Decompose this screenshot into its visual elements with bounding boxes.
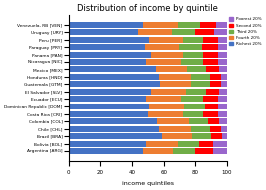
Bar	[198, 141, 213, 146]
Bar	[69, 44, 145, 50]
Bar	[203, 59, 218, 65]
Bar	[146, 96, 181, 102]
Bar	[69, 111, 148, 117]
Bar	[151, 89, 186, 95]
Bar	[69, 104, 149, 109]
Bar	[188, 66, 206, 72]
Bar	[218, 104, 227, 109]
Bar	[216, 22, 227, 28]
Bar	[148, 111, 183, 117]
Bar	[69, 74, 159, 80]
Bar	[156, 66, 188, 72]
Bar	[69, 118, 157, 124]
Bar	[162, 133, 192, 139]
Bar	[203, 111, 218, 117]
Bar	[221, 126, 227, 132]
Bar	[69, 89, 151, 95]
Bar	[149, 104, 184, 109]
Bar	[157, 118, 189, 124]
Bar	[172, 29, 195, 35]
Bar	[183, 37, 203, 43]
Bar	[159, 74, 190, 80]
Bar	[206, 89, 219, 95]
Bar	[184, 104, 205, 109]
Bar	[178, 141, 198, 146]
Bar	[213, 141, 227, 146]
Bar	[221, 81, 227, 87]
Bar	[146, 59, 181, 65]
Bar	[213, 148, 227, 154]
Bar	[203, 96, 218, 102]
Bar	[181, 59, 203, 65]
Bar	[190, 126, 210, 132]
Bar	[218, 37, 227, 43]
Bar	[183, 111, 203, 117]
Bar	[143, 22, 178, 28]
Bar	[145, 44, 180, 50]
Bar	[190, 81, 210, 87]
Bar	[69, 52, 151, 58]
Bar	[146, 141, 178, 146]
Bar	[206, 66, 219, 72]
Bar	[210, 126, 221, 132]
Bar	[69, 66, 156, 72]
Bar	[173, 148, 195, 154]
Bar	[69, 133, 162, 139]
Bar	[183, 52, 203, 58]
Bar	[219, 66, 227, 72]
Bar	[186, 89, 206, 95]
Legend: Poorest 20%, Second 20%, Third 20%, Fourth 20%, Richest 20%: Poorest 20%, Second 20%, Third 20%, Four…	[229, 17, 262, 46]
Bar	[195, 29, 214, 35]
Bar	[159, 126, 190, 132]
Bar	[218, 96, 227, 102]
Bar	[208, 118, 219, 124]
Bar	[219, 118, 227, 124]
Bar	[219, 89, 227, 95]
Bar	[69, 37, 149, 43]
Bar	[211, 133, 222, 139]
Bar	[149, 37, 183, 43]
Bar	[181, 96, 203, 102]
Title: Distribution of income by quintile: Distribution of income by quintile	[77, 4, 218, 13]
Bar	[214, 29, 227, 35]
Bar	[180, 44, 202, 50]
Bar	[151, 52, 183, 58]
X-axis label: income quintiles: income quintiles	[122, 181, 174, 186]
Bar	[190, 74, 210, 80]
Bar	[210, 81, 221, 87]
Bar	[160, 81, 190, 87]
Bar	[222, 133, 227, 139]
Bar	[69, 96, 146, 102]
Bar	[138, 29, 172, 35]
Bar	[218, 59, 227, 65]
Bar	[69, 126, 159, 132]
Bar	[203, 37, 218, 43]
Bar	[221, 74, 227, 80]
Bar	[210, 74, 221, 80]
Bar	[200, 22, 216, 28]
Bar	[218, 52, 227, 58]
Bar	[205, 104, 218, 109]
Bar	[69, 141, 146, 146]
Bar	[69, 148, 143, 154]
Bar	[218, 111, 227, 117]
Bar	[195, 148, 213, 154]
Bar	[218, 44, 227, 50]
Bar	[69, 29, 138, 35]
Bar	[69, 81, 160, 87]
Bar	[69, 22, 143, 28]
Bar	[69, 59, 146, 65]
Bar	[202, 44, 218, 50]
Bar	[178, 22, 200, 28]
Bar	[143, 148, 173, 154]
Bar	[203, 52, 218, 58]
Bar	[189, 118, 208, 124]
Bar	[192, 133, 211, 139]
